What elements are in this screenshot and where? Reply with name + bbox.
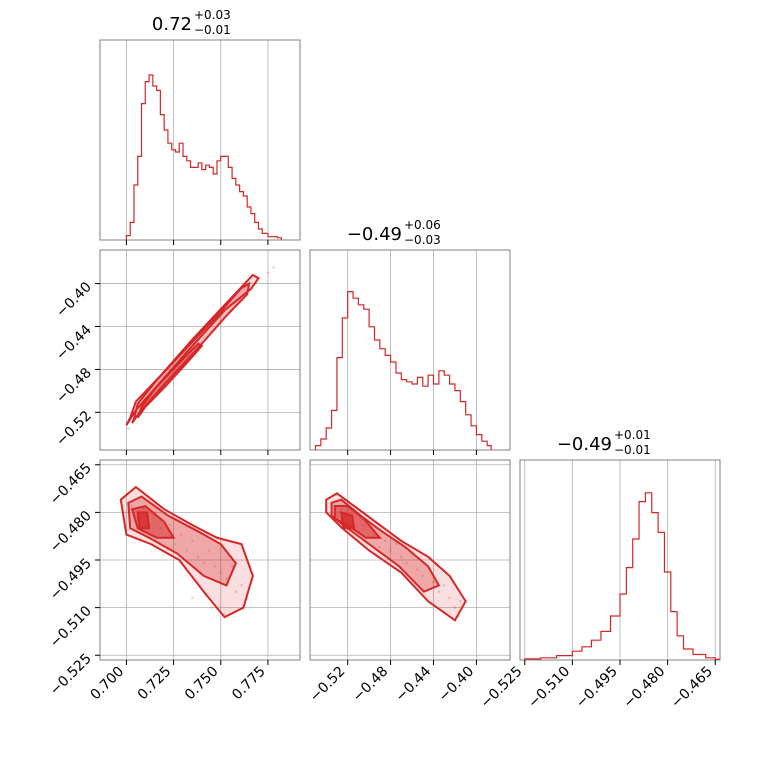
scatter-point	[219, 571, 222, 574]
title-upper-error-param-2: +0.01	[614, 428, 651, 442]
y-tick-label: −0.495	[47, 556, 95, 604]
contour-level-2	[136, 342, 204, 419]
x-tick-label: 0.775	[229, 664, 269, 704]
scatter-point	[210, 606, 213, 609]
scatter-point	[405, 561, 408, 565]
y-tick-label: −0.40	[53, 279, 95, 321]
scatter-point	[223, 612, 226, 616]
y-tick-label: −0.510	[47, 603, 95, 651]
x-tick-label: −0.44	[393, 663, 435, 705]
y-tick-label: −0.48	[53, 365, 95, 407]
title-upper-error-param-0: +0.03	[194, 8, 231, 22]
scatter-point	[196, 555, 200, 559]
scatter-point	[225, 577, 228, 581]
scatter-point	[437, 590, 441, 593]
scatter-point	[378, 546, 382, 549]
scatter-point	[384, 539, 387, 543]
scatter-point	[127, 427, 130, 430]
contour-level-3	[136, 511, 151, 530]
y-tick-label: −0.52	[53, 408, 95, 450]
scatter-point	[185, 549, 188, 552]
scatter-point	[448, 596, 451, 600]
scatter-point	[179, 533, 183, 536]
title-lower-error-param-1: −0.03	[404, 233, 441, 247]
scatter-point	[168, 523, 172, 527]
scatter-point	[459, 600, 462, 603]
x-tick-label: 0.750	[182, 664, 222, 704]
scatter-point	[240, 584, 243, 587]
title-lower-error-param-0: −0.01	[194, 23, 231, 37]
scatter-point	[191, 539, 194, 543]
scatter-point	[234, 590, 238, 593]
scatter-point	[125, 511, 128, 514]
x-tick-label: −0.525	[478, 664, 526, 712]
x-tick-label: 0.700	[88, 664, 128, 704]
scatter-point	[453, 606, 457, 609]
title-value-param-1: −0.49	[347, 224, 402, 245]
title-lower-error-param-2: −0.01	[614, 443, 651, 457]
scatter-point	[400, 555, 403, 559]
scatter-point	[389, 549, 392, 552]
x-tick-label: −0.40	[436, 664, 478, 706]
scatter-point	[202, 561, 205, 565]
scatter-point	[443, 584, 446, 587]
title-value-param-2: −0.49	[557, 434, 612, 455]
x-tick-label: −0.510	[525, 664, 573, 712]
histogram-param-1	[314, 291, 492, 450]
x-tick-label: −0.465	[668, 664, 716, 712]
scatter-point	[416, 568, 419, 571]
x-tick-label: −0.52	[307, 664, 349, 706]
panel-frame	[309, 459, 511, 661]
panel-frame	[99, 39, 301, 241]
title-value-param-0: 0.72	[152, 14, 192, 35]
histogram-param-2	[524, 492, 720, 660]
x-tick-label: −0.495	[573, 664, 621, 712]
histogram-param-0	[125, 74, 282, 240]
scatter-point	[230, 565, 234, 568]
title-upper-error-param-1: +0.06	[404, 218, 441, 232]
scatter-point	[272, 266, 275, 269]
x-tick-label: −0.480	[620, 664, 668, 712]
x-tick-label: 0.725	[135, 664, 175, 704]
scatter-point	[174, 542, 177, 546]
y-tick-label: −0.465	[47, 460, 95, 508]
y-tick-label: −0.480	[47, 508, 95, 556]
y-tick-label: −0.44	[53, 322, 95, 364]
scatter-point	[213, 565, 217, 568]
scatter-point	[394, 542, 398, 546]
panel-frame	[99, 249, 301, 451]
scatter-point	[208, 549, 211, 552]
x-tick-label: −0.48	[350, 664, 392, 706]
scatter-point	[432, 581, 435, 584]
contour-level-3	[340, 510, 356, 530]
scatter-point	[130, 504, 134, 508]
scatter-point	[266, 271, 270, 275]
scatter-point	[421, 574, 424, 578]
scatter-point	[191, 596, 194, 600]
panel-frame	[309, 249, 511, 451]
